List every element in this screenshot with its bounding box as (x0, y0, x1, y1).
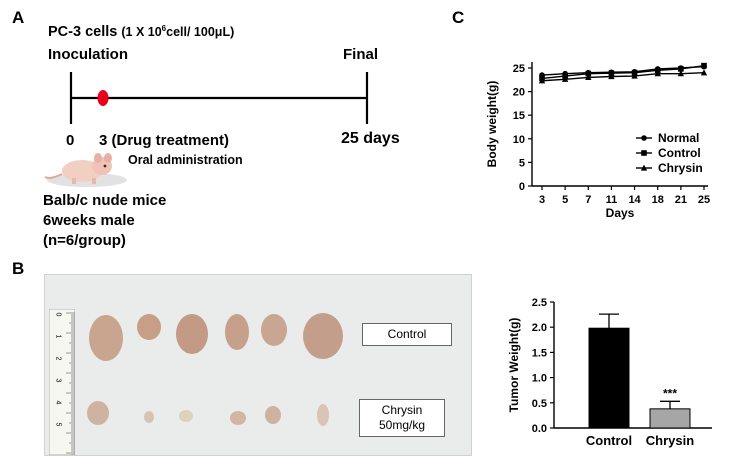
panel-c-label: C (452, 8, 465, 27)
final-label: Final (343, 46, 379, 63)
y-tick-label: 10 (513, 134, 525, 146)
x-tick-label: 11 (606, 194, 618, 206)
mouse-illustration (44, 153, 127, 187)
chrysin-label-box: Chrysin 50mg/kg (359, 399, 445, 437)
y-tick-label: 20 (513, 87, 525, 99)
control-tumor (89, 315, 123, 361)
y-tick-label: 0 (519, 181, 525, 193)
y-tick-label: 0.5 (532, 398, 547, 410)
data-point-chrysin (561, 75, 569, 82)
x-axis-label: Days (606, 206, 635, 220)
data-point-chrysin (631, 72, 638, 79)
mice-line-3: (n=6/group) (43, 232, 126, 249)
day-3-label: 3 (Drug treatment) (99, 132, 230, 149)
tumor-weight-chart: 0.0 0.5 1.0 1.5 2.0 2.5 Tumor Weight(g) Control… (507, 297, 712, 448)
x-tick-label: 7 (585, 194, 591, 206)
data-point-chrysin (538, 77, 546, 84)
ruler-mark-label: 5 (54, 422, 62, 427)
y-axis-label: Body weight(g) (485, 81, 499, 168)
chrysin-tumor (144, 411, 154, 423)
x-tick-label: 21 (675, 194, 687, 206)
cells-header: PC-3 cells (1 X 106cell/ 100μL) (48, 24, 234, 40)
y-tick-label: 0.0 (532, 423, 547, 435)
inoculation-label: Inoculation (48, 46, 128, 63)
x-tick-label: Chrysin (646, 433, 694, 448)
bar-chrysin (649, 408, 691, 429)
ruler-labels: 0 1 2 3 4 5 (54, 309, 70, 455)
cells-dose-end: L) (222, 25, 235, 40)
chrysin-tumor (317, 404, 329, 426)
x-tick-label: 14 (628, 194, 641, 206)
cells-dose-pre: (1 X 10 (121, 25, 162, 40)
legend-label: Normal (658, 131, 699, 145)
bar-control (588, 327, 630, 429)
legend-label: Chrysin (658, 161, 703, 175)
chrysin-tumors (87, 401, 329, 426)
ruler (49, 309, 75, 455)
control-tumor (176, 314, 208, 354)
y-tick-label: 25 (513, 63, 525, 75)
data-point-control (701, 62, 707, 69)
ruler-mark-label: 3 (54, 378, 62, 383)
oral-administration-label: Oral administration (128, 153, 243, 167)
data-point-chrysin (677, 70, 685, 77)
day-0-label: 0 (66, 132, 75, 149)
ruler-mark-label: 2 (54, 356, 62, 361)
x-tick-label: 5 (562, 194, 568, 206)
cells-dose-post: cell/ 100 (166, 25, 215, 40)
cells-dose-mu: μ (214, 25, 223, 40)
mice-line-2: 6weeks male (43, 212, 135, 229)
series-line-normal (541, 65, 705, 76)
x-tick-label: 3 (539, 194, 545, 206)
data-point-chrysin (608, 73, 615, 80)
y-tick-label: 15 (513, 110, 525, 122)
control-tumor (137, 314, 161, 340)
mice-line-1: Balb/c nude mice (43, 192, 167, 209)
ruler-mark-label: 4 (54, 400, 62, 405)
data-point-chrysin (585, 74, 592, 81)
tumor-photo: 0 1 2 3 4 5 Control Chrysin 50mg/kg (44, 274, 472, 456)
cells-dose-sup: 6 (161, 24, 167, 33)
legend-marker (641, 150, 647, 156)
y-tick-label: 1.5 (532, 347, 547, 359)
chrysin-tumor (179, 410, 193, 422)
treatment-start-marker (97, 90, 109, 106)
data-point-control (678, 66, 684, 72)
chrysin-tumor (87, 401, 109, 425)
data-point-chrysin (654, 70, 661, 77)
data-point-control (585, 70, 592, 77)
control-tumor (303, 313, 343, 359)
x-tick-label: Control (586, 433, 632, 448)
control-tumor (261, 314, 287, 346)
body-weight-chart: 0 5 10 15 20 25 3 5 7 11 14 18 21 25 Days Body weight(g… (485, 62, 710, 220)
y-tick-label: 2.5 (532, 297, 547, 309)
cells-text: PC-3 cells (48, 24, 118, 41)
ruler-mark-label: 1 (54, 334, 62, 339)
legend-marker (640, 164, 648, 171)
chrysin-label-line2: 50mg/kg (378, 418, 426, 432)
y-axis-label: Tumor Weight(g) (507, 318, 521, 413)
control-tumors (89, 313, 343, 361)
chrysin-tumor (230, 411, 246, 425)
panel-b-label: B (12, 259, 25, 278)
data-point-chrysin (700, 69, 708, 76)
control-tumor (225, 314, 249, 350)
legend-label: Control (658, 146, 701, 160)
x-tick-label: 18 (652, 194, 664, 206)
x-tick-label: 25 (698, 194, 710, 206)
panel-a-label: A (12, 8, 25, 27)
series-line-chrysin (541, 72, 705, 82)
significance-annotation: *** (663, 386, 677, 400)
y-tick-label: 5 (519, 157, 525, 169)
day-25-label: 25 days (341, 130, 400, 147)
y-tick-label: 2.0 (532, 322, 547, 334)
timeline (69, 72, 369, 124)
legend-marker (641, 135, 647, 141)
chrysin-label-line1: Chrysin (381, 403, 423, 417)
control-label-box: Control (362, 323, 452, 346)
y-tick-label: 1.0 (532, 373, 547, 385)
ruler-mark-label: 0 (54, 312, 62, 317)
series-line-control (541, 64, 705, 80)
chrysin-tumor (265, 406, 281, 424)
